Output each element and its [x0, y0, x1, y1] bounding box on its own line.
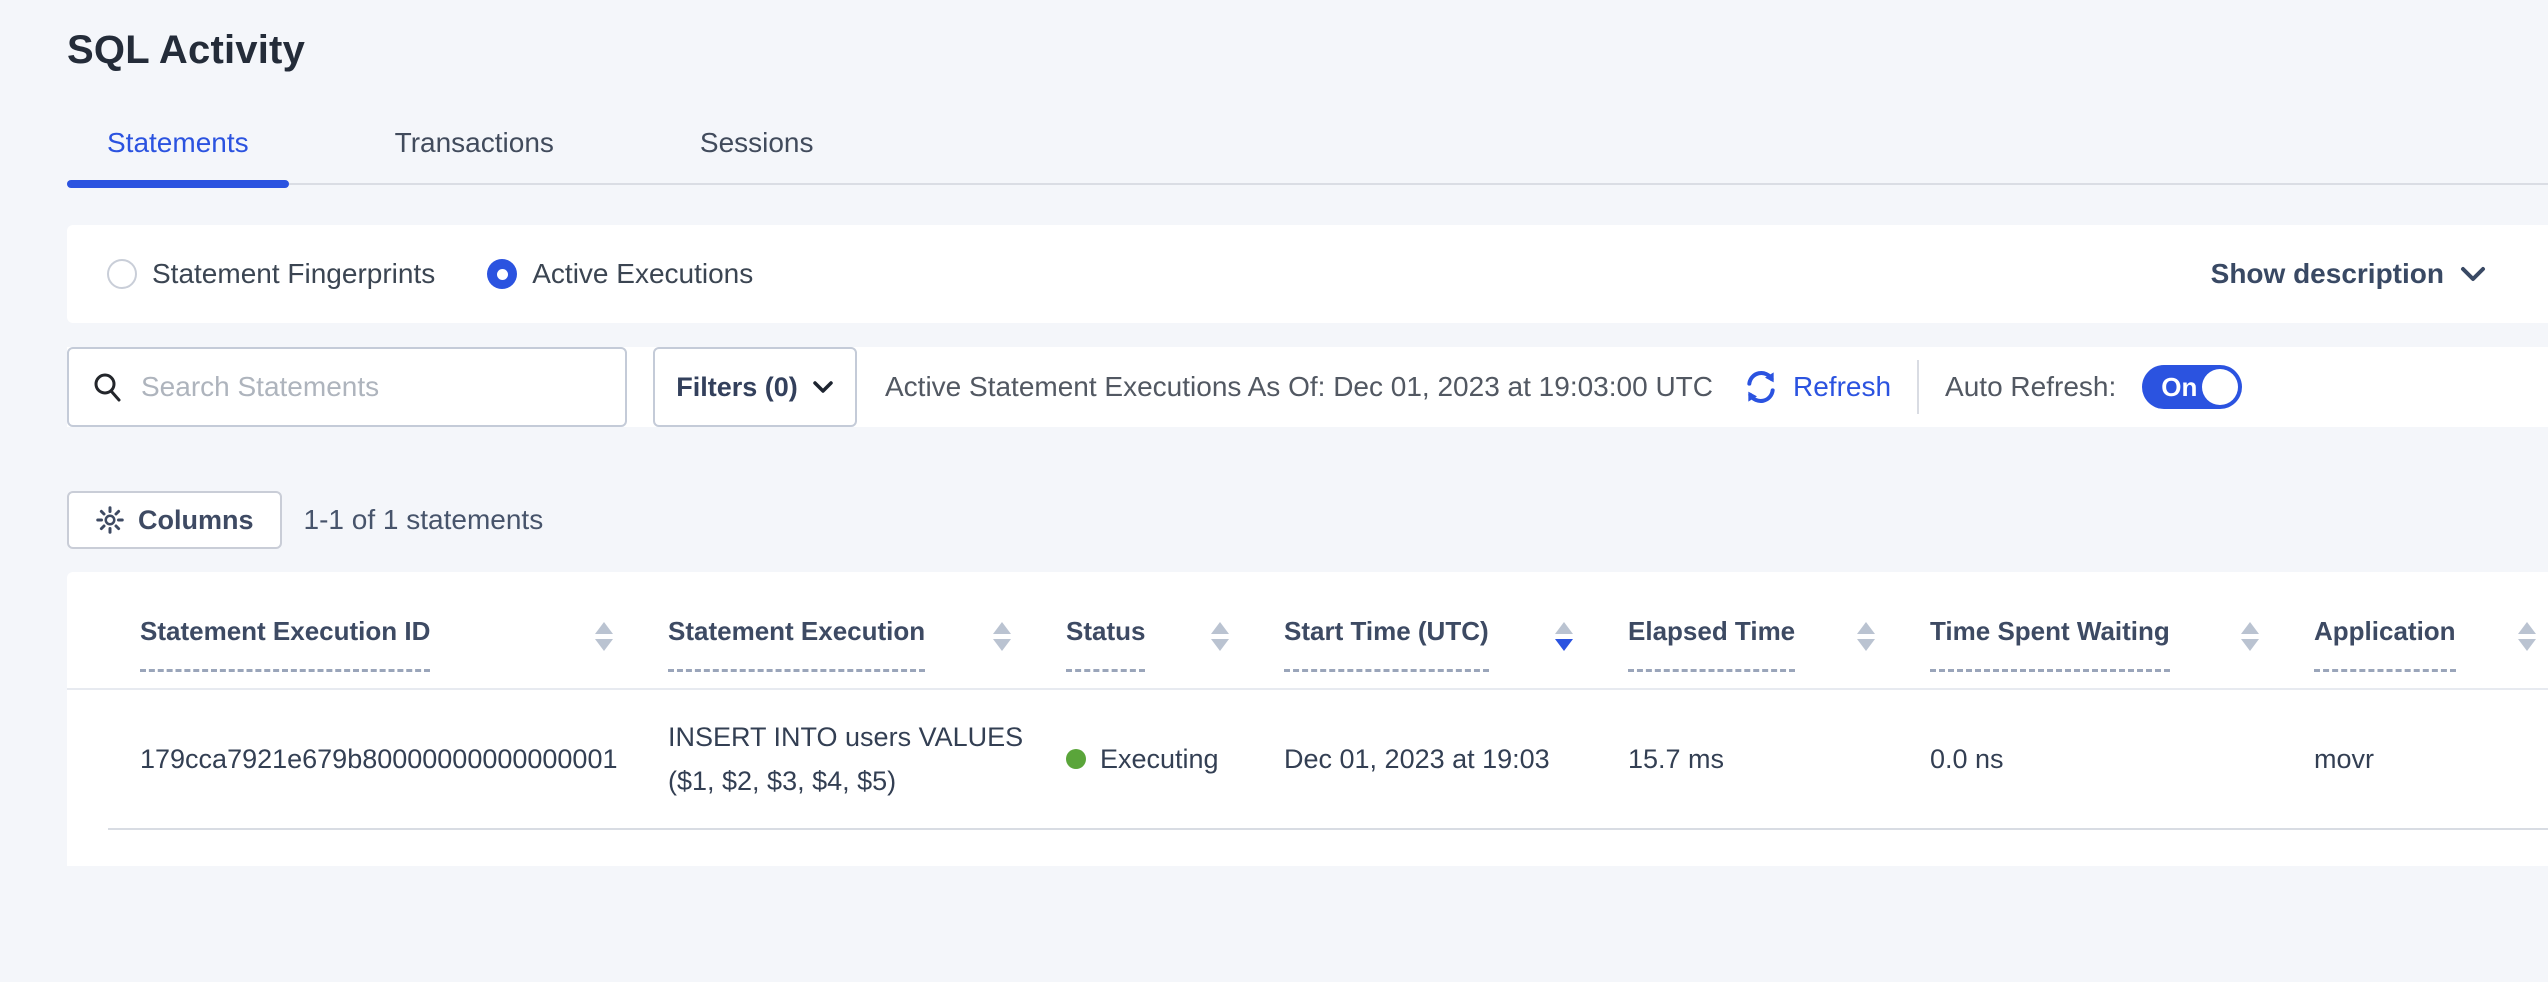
- search-input[interactable]: [141, 371, 603, 403]
- columns-label: Columns: [138, 504, 254, 535]
- column-header-label[interactable]: Application: [2314, 616, 2456, 672]
- toggle-knob[interactable]: [2202, 369, 2239, 405]
- columns-button[interactable]: Columns: [67, 491, 282, 549]
- radio-statement-fingerprints[interactable]: Statement Fingerprints: [107, 258, 435, 290]
- column-header-elapsed-time: Elapsed Time: [1628, 616, 1930, 688]
- toggle-state-label: On: [2161, 371, 2198, 402]
- statement-text-line2: ($1, $2, $3, $4, $5): [668, 766, 897, 796]
- filters-label: Filters (0): [676, 371, 798, 402]
- gear-icon: [95, 505, 125, 535]
- column-header-status: Status: [1066, 616, 1284, 688]
- radio-label: Active Executions: [532, 258, 754, 289]
- cell-start-time: Dec 01, 2023 at 19:03: [1284, 743, 1550, 774]
- column-header-label[interactable]: Statement Execution: [668, 616, 926, 672]
- sort-arrows-icon[interactable]: [1211, 622, 1229, 651]
- search-icon: [91, 371, 123, 403]
- statement-count: 1-1 of 1 statements: [303, 504, 544, 535]
- status-executing-dot-icon: [1066, 749, 1086, 769]
- column-header-application: Application: [2314, 616, 2548, 688]
- cell-status: Executing: [1066, 744, 1284, 775]
- cell-application: movr: [2314, 743, 2374, 774]
- refresh-label: Refresh: [1793, 371, 1892, 402]
- controls-bar: Filters (0) Active Statement Executions …: [67, 347, 2548, 427]
- radio-label: Statement Fingerprints: [152, 258, 436, 289]
- status-label: Executing: [1100, 743, 1219, 774]
- view-mode-card: Statement Fingerprints Active Executions…: [67, 225, 2548, 323]
- tab-sessions[interactable]: Sessions: [699, 127, 814, 158]
- row-divider: [108, 828, 2548, 830]
- radio-selected-icon[interactable]: [487, 259, 518, 289]
- cell-execution-id: 179cca7921e679b80000000000000001: [140, 743, 618, 774]
- chevron-down-icon: [812, 379, 834, 395]
- sort-arrows-icon[interactable]: [2241, 622, 2259, 651]
- cell-statement-execution[interactable]: INSERT INTO users VALUES ($1, $2, $3, $4…: [668, 715, 1066, 803]
- column-header-statement-execution-id: Statement Execution ID: [140, 616, 668, 688]
- sort-arrows-icon[interactable]: [2518, 622, 2536, 651]
- table-header-row: Statement Execution ID Statement Executi…: [67, 572, 2548, 690]
- table-toolbar: Columns 1-1 of 1 statements: [67, 491, 2548, 549]
- auto-refresh-label: Auto Refresh:: [1945, 371, 2117, 402]
- sql-activity-page: SQL Activity Statements Transactions Ses…: [67, 28, 2548, 866]
- refresh-icon: [1741, 367, 1781, 407]
- chevron-down-icon: [2460, 265, 2486, 283]
- tab-transactions[interactable]: Transactions: [394, 127, 554, 158]
- search-box[interactable]: [67, 347, 627, 427]
- radio-active-executions[interactable]: Active Executions: [487, 258, 753, 290]
- column-header-label[interactable]: Status: [1066, 616, 1146, 672]
- auto-refresh-toggle[interactable]: On: [2142, 365, 2243, 409]
- cell-time-spent-waiting: 0.0 ns: [1930, 743, 2004, 774]
- column-header-time-spent-waiting: Time Spent Waiting: [1930, 616, 2314, 688]
- statements-table: Statement Execution ID Statement Executi…: [67, 572, 2548, 866]
- as-of-timestamp: Active Statement Executions As Of: Dec 0…: [885, 371, 1713, 402]
- cell-elapsed-time: 15.7 ms: [1628, 743, 1725, 774]
- column-header-label[interactable]: Statement Execution ID: [140, 616, 431, 672]
- filters-button[interactable]: Filters (0): [653, 347, 857, 427]
- vertical-divider: [1917, 360, 1920, 414]
- radio-unselected-icon[interactable]: [107, 259, 137, 289]
- sort-arrows-icon[interactable]: [993, 622, 1011, 651]
- sort-arrows-icon[interactable]: [595, 622, 613, 651]
- table-row: 179cca7921e679b80000000000000001 INSERT …: [67, 690, 2548, 828]
- statement-text-line1: INSERT INTO users VALUES: [668, 722, 1024, 752]
- column-header-label[interactable]: Time Spent Waiting: [1930, 616, 2170, 672]
- page-title: SQL Activity: [67, 28, 306, 72]
- column-header-label[interactable]: Elapsed Time: [1628, 616, 1796, 672]
- tab-bar: Statements Transactions Sessions: [67, 127, 2548, 188]
- column-header-start-time: Start Time (UTC): [1284, 616, 1628, 688]
- show-description-button[interactable]: Show description: [2211, 258, 2486, 290]
- refresh-button[interactable]: Refresh: [1741, 367, 1891, 407]
- show-description-label: Show description: [2210, 258, 2444, 289]
- column-header-statement-execution: Statement Execution: [668, 616, 1066, 688]
- column-header-label[interactable]: Start Time (UTC): [1284, 616, 1489, 672]
- sort-arrows-icon-active[interactable]: [1555, 622, 1573, 651]
- sort-arrows-icon[interactable]: [1857, 622, 1875, 651]
- tab-statements[interactable]: Statements: [67, 127, 289, 188]
